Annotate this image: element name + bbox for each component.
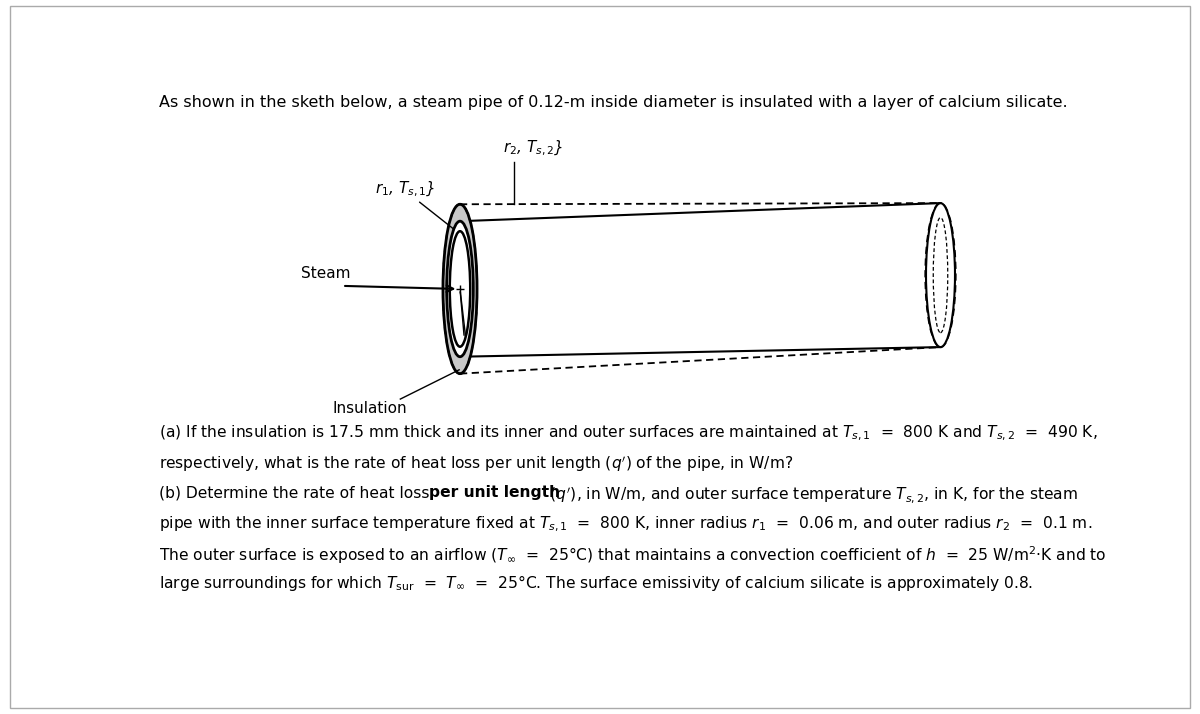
Text: $(q')$, in W/m, and outer surface temperature $T_{s,2}$, in K, for the steam: $(q')$, in W/m, and outer surface temper…	[545, 486, 1079, 506]
Text: $r_1$, $T_{s,1}$}: $r_1$, $T_{s,1}$}	[374, 179, 436, 199]
Ellipse shape	[443, 204, 478, 373]
Text: The outer surface is exposed to an airflow ($T_\infty$  =  25°C) that maintains : The outer surface is exposed to an airfl…	[160, 544, 1106, 565]
Text: respectively, what is the rate of heat loss per unit length $(q')$ of the pipe, : respectively, what is the rate of heat l…	[160, 455, 793, 474]
Text: As shown in the sketh below, a steam pipe of 0.12-m inside diameter is insulated: As shown in the sketh below, a steam pip…	[160, 95, 1068, 110]
Text: $r_2$, $T_{s,2}$}: $r_2$, $T_{s,2}$}	[503, 139, 563, 158]
Text: Steam: Steam	[301, 266, 350, 281]
Text: (b) Determine the rate of heat loss: (b) Determine the rate of heat loss	[160, 486, 434, 501]
Text: pipe with the inner surface temperature fixed at $T_{s,1}$  =  800 K, inner radi: pipe with the inner surface temperature …	[160, 515, 1092, 534]
Text: (a) If the insulation is 17.5 mm thick and its inner and outer surfaces are main: (a) If the insulation is 17.5 mm thick a…	[160, 423, 1098, 443]
Text: Insulation: Insulation	[332, 401, 407, 416]
Ellipse shape	[446, 221, 473, 357]
Text: per unit length: per unit length	[430, 486, 560, 501]
Text: large surroundings for which $T_\mathrm{sur}$  =  $T_\infty$  =  25°C. The surfa: large surroundings for which $T_\mathrm{…	[160, 573, 1033, 593]
Ellipse shape	[926, 203, 955, 347]
Ellipse shape	[450, 231, 470, 347]
